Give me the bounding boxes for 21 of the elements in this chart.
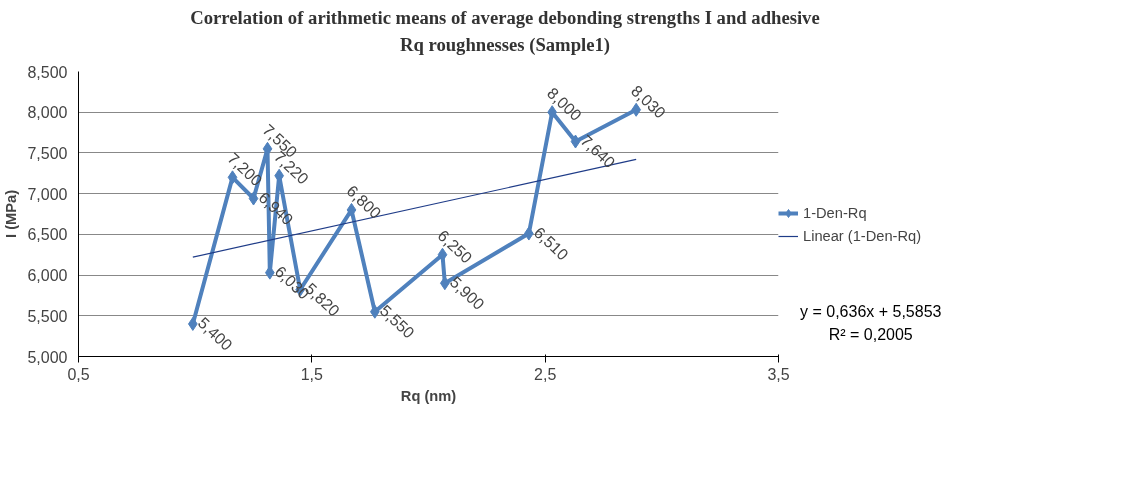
y-tick-label: 5,000 — [27, 348, 68, 366]
y-tick-label: 7,000 — [27, 185, 68, 203]
legend-label: 1-Den-Rq — [803, 205, 867, 222]
x-tick-label: 3,5 — [767, 365, 790, 383]
y-tick-label: 7,500 — [27, 145, 68, 163]
chart-title: Correlation of arithmetic means of average debonding strengths I and adhesive Rq roughnesses (Sample1) — [190, 6, 820, 57]
y-axis-title: I (MPa) — [3, 190, 20, 239]
x-tick-label: 1,5 — [300, 365, 324, 383]
x-tick-label: 0,5 — [67, 365, 90, 383]
y-tick-label: 6,000 — [27, 267, 68, 285]
x-axis-title: Rq (nm) — [400, 387, 457, 404]
point — [570, 134, 581, 149]
y-tick-label: 8,000 — [27, 104, 68, 122]
y-tick-label: 6,500 — [27, 226, 68, 244]
y-tick-label: 5,500 — [27, 308, 68, 326]
y-tick-label: 8,500 — [27, 63, 68, 81]
text: y = 0,636x + 5,5853 — [800, 302, 942, 323]
point — [248, 191, 259, 206]
text: R² = 0,2005 — [827, 325, 914, 346]
x-tick-label: 2,5 — [534, 365, 557, 383]
legend-label: Linear (1-Den-Rq) — [803, 228, 922, 245]
